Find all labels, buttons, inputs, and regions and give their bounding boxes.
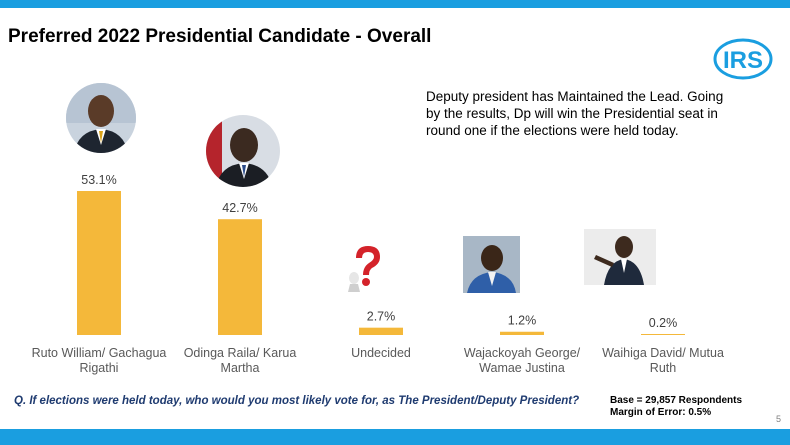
category-label-2: Odinga Raila/ Karua Martha [184,346,297,375]
bottom-band [0,429,790,445]
category-label-5: Waihiga David/ Mutua Ruth [602,346,724,375]
data-label-3: 2.7% [367,310,396,324]
top-band [0,0,790,8]
bar-4 [500,331,544,335]
candidate-photo-ruto [66,83,136,153]
category-label-1: Ruto William/ Gachagua Rigathi [32,346,167,375]
page-title: Preferred 2022 Presidential Candidate - … [8,26,432,47]
logo-text: IRS [723,47,763,74]
bar-1 [77,191,121,335]
survey-question: Q. If elections were held today, who wou… [14,395,580,407]
bar-3 [359,327,403,335]
base-info: Base = 29,857 Respondents Margin of Erro… [610,395,742,419]
data-label-2: 42.7% [222,201,257,215]
candidate-photo-odinga [206,115,280,187]
bar-5 [641,334,685,335]
irs-logo-icon: IRS [713,38,773,80]
commentary-note: Deputy president has Maintained the Lead… [426,89,724,138]
candidate-photo-waihiga [584,229,656,285]
margin-of-error: Margin of Error: 0.5% [610,407,712,418]
data-label-1: 53.1% [81,173,116,187]
base-respondents: Base = 29,857 Respondents [610,395,743,406]
candidate-photo-wajackoyah [463,236,520,293]
category-label-4: Wajackoyah George/Wamae Justina [464,346,581,375]
page-number: 5 [776,414,782,424]
data-label-4: 1.2% [508,314,537,328]
category-label-3: Undecided [351,346,411,360]
undecided-question-mark-icon [344,242,388,292]
bar-2 [218,219,262,335]
data-label-5: 0.2% [649,316,678,330]
